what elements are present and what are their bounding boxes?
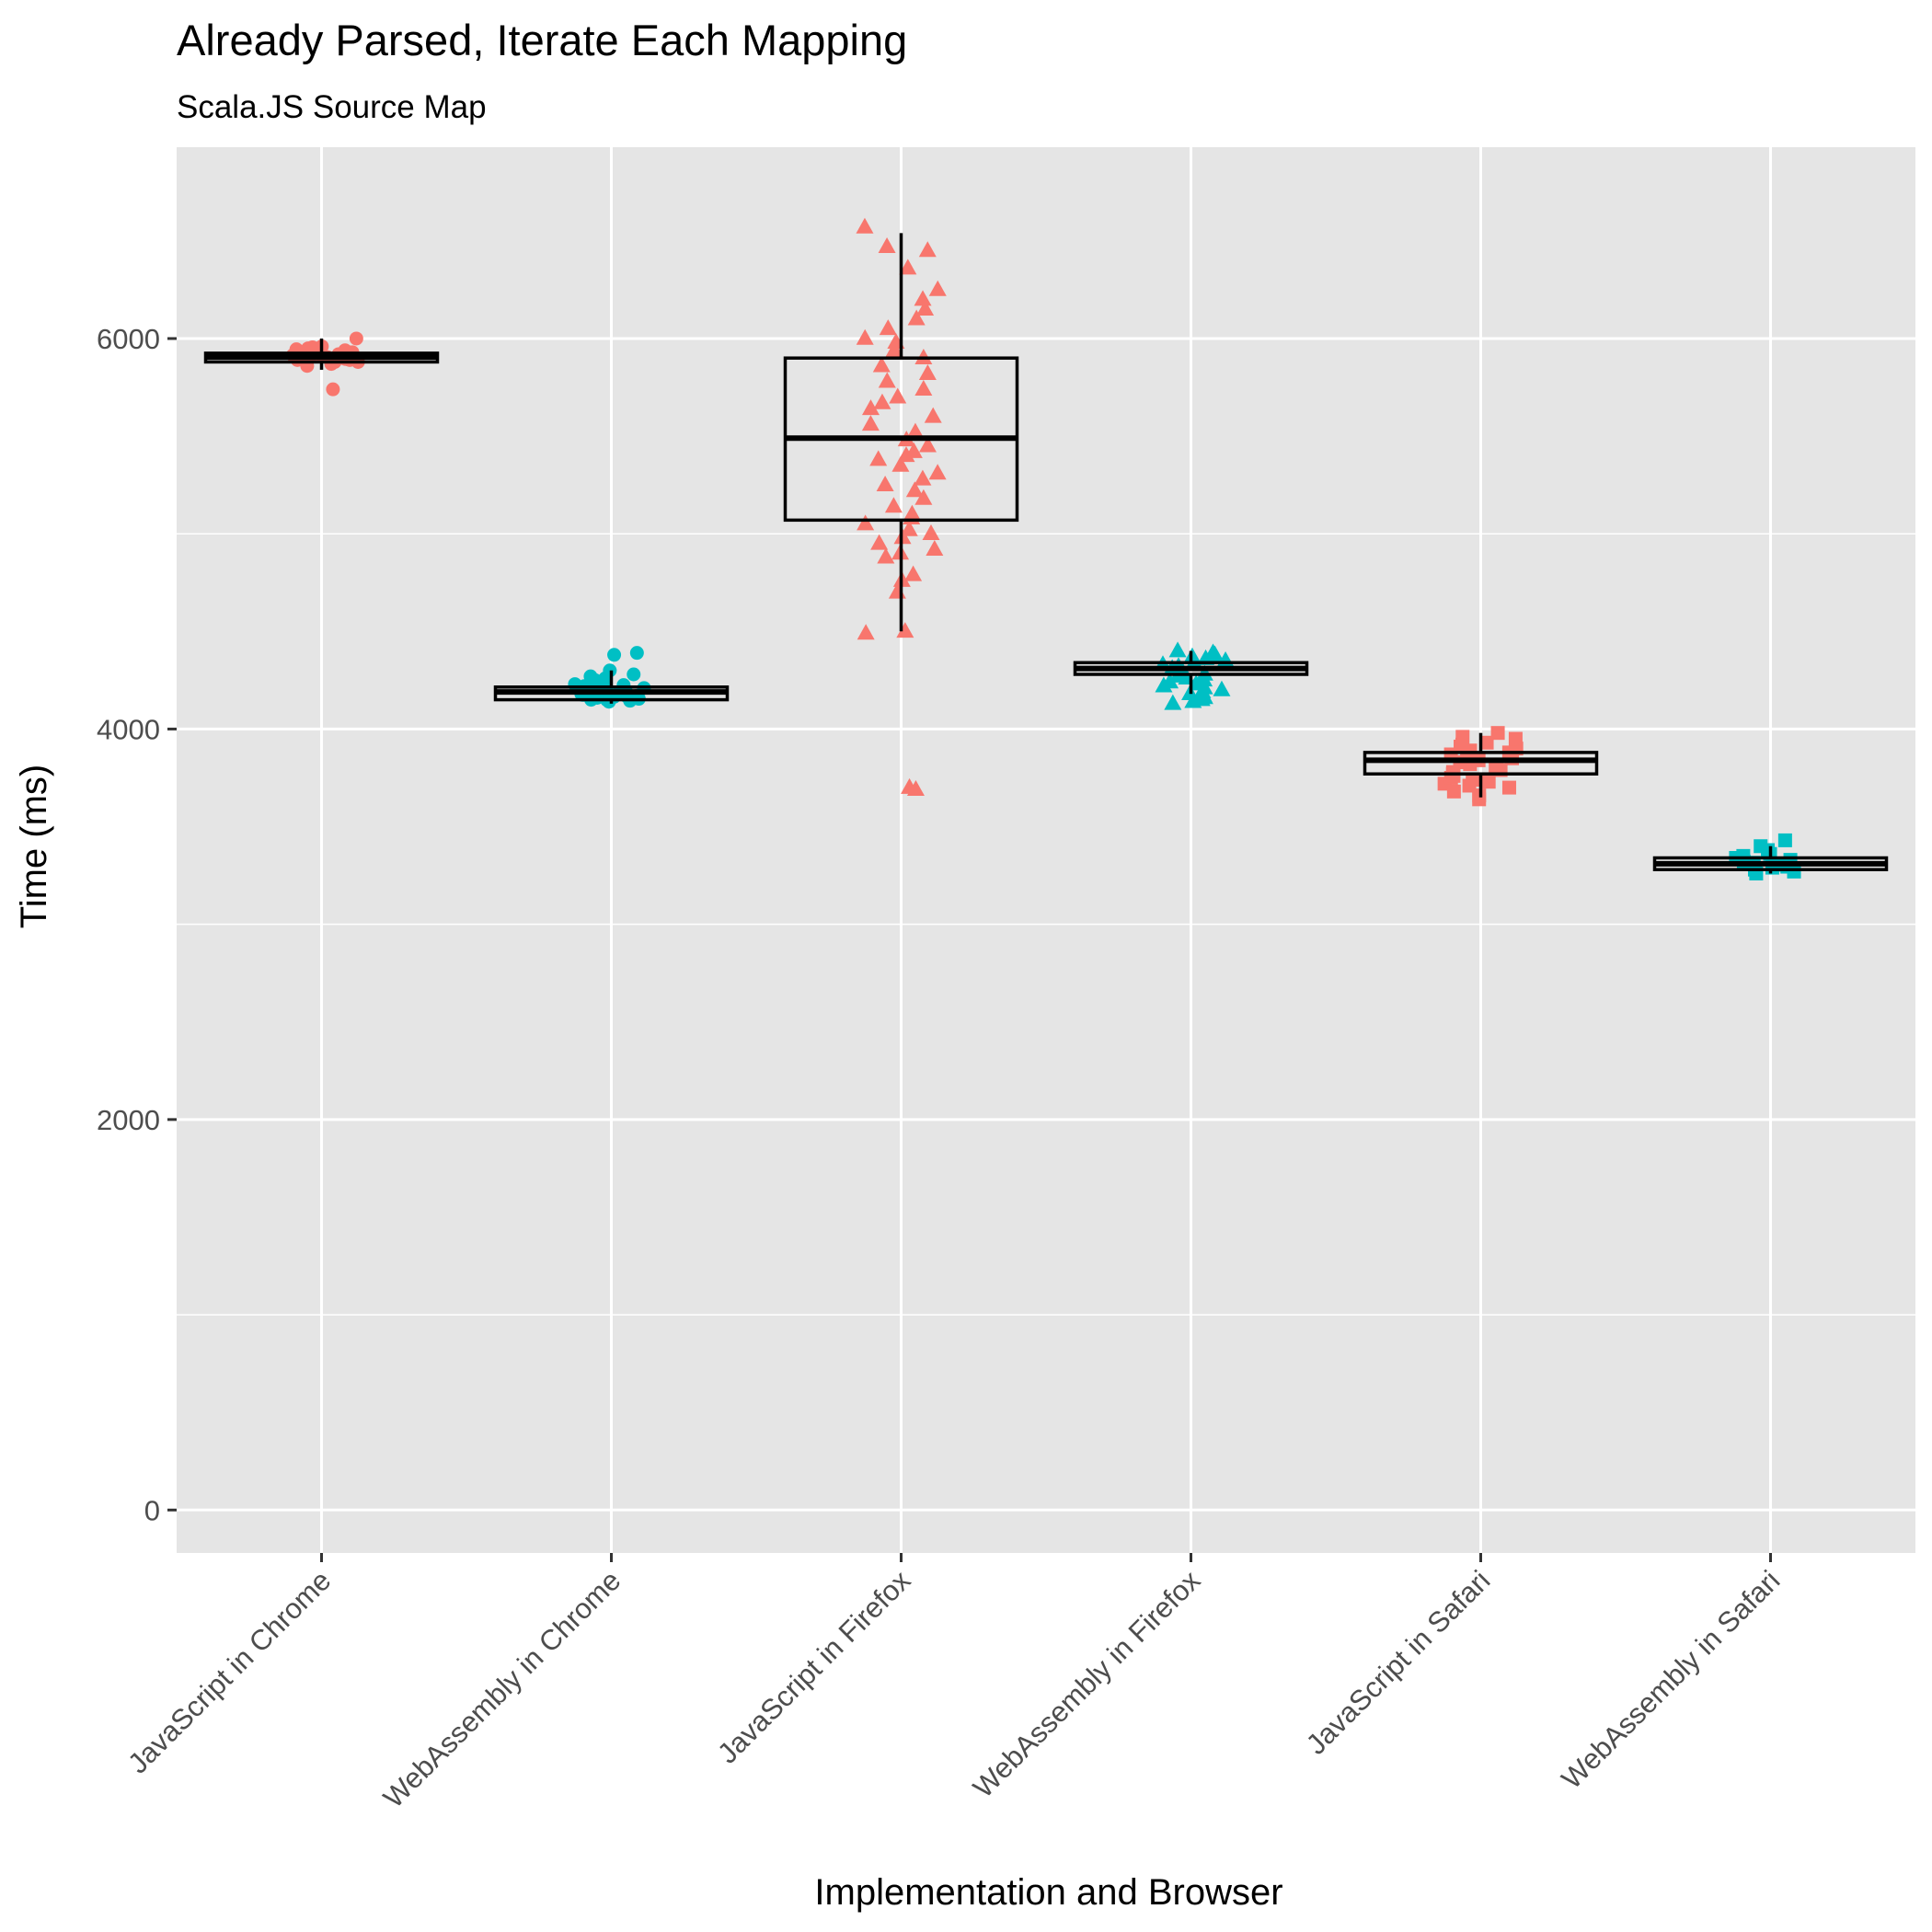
data-point xyxy=(918,436,937,453)
data-point xyxy=(1455,730,1470,744)
data-point xyxy=(916,299,935,316)
data-point xyxy=(1164,694,1182,710)
data-point xyxy=(914,379,933,396)
data-point xyxy=(1213,680,1231,696)
data-point xyxy=(906,422,925,439)
data-point xyxy=(896,622,914,638)
data-point xyxy=(907,309,926,326)
x-tick-label: JavaScript in Firefox xyxy=(711,1564,917,1770)
data-point xyxy=(928,280,947,296)
data-point xyxy=(879,319,897,336)
data-point xyxy=(1168,641,1187,658)
boxplot xyxy=(783,233,1019,632)
data-point xyxy=(326,382,340,397)
boxplot xyxy=(1652,845,1889,874)
boxplot xyxy=(493,670,730,704)
data-point xyxy=(1508,731,1523,746)
data-point xyxy=(891,455,910,472)
data-point xyxy=(1161,673,1179,689)
boxes-layer xyxy=(203,233,1889,874)
panel-background xyxy=(177,147,1915,1553)
data-point xyxy=(873,393,891,409)
data-point xyxy=(904,565,923,581)
data-point xyxy=(928,464,947,480)
plot-panel xyxy=(177,147,1915,1553)
data-point xyxy=(607,648,622,662)
chart-subtitle: Scala.JS Source Map xyxy=(177,89,487,125)
data-point xyxy=(899,259,917,275)
data-point xyxy=(878,237,896,254)
data-point xyxy=(1777,833,1792,847)
x-axis-title: Implementation and Browser xyxy=(814,1872,1282,1913)
data-point xyxy=(857,624,875,640)
data-point xyxy=(924,407,942,423)
data-point xyxy=(876,475,894,491)
chart-title: Already Parsed, Iterate Each Mapping xyxy=(177,16,907,64)
data-point xyxy=(627,667,641,682)
data-point xyxy=(583,669,598,684)
y-axis-title: Time (ms) xyxy=(14,765,54,928)
box-iqr xyxy=(1363,751,1599,776)
data-point xyxy=(1490,726,1505,741)
data-point xyxy=(1754,839,1768,854)
data-point xyxy=(918,363,937,380)
y-tick-label: 2000 xyxy=(97,1104,160,1136)
data-point xyxy=(629,646,644,661)
boxplot xyxy=(1073,650,1309,695)
grid-major xyxy=(177,147,1915,1553)
data-point xyxy=(926,539,944,556)
data-point xyxy=(878,372,896,388)
x-tick-label: WebAssembly in Chrome xyxy=(377,1564,627,1814)
data-point xyxy=(914,290,932,306)
data-point xyxy=(861,415,880,431)
data-point xyxy=(922,524,940,540)
data-point xyxy=(877,547,895,564)
data-point xyxy=(918,241,937,258)
grid-minor xyxy=(177,533,1915,1316)
y-tick-label: 6000 xyxy=(97,323,160,355)
y-axis: 0 2000 4000 6000 xyxy=(97,323,177,1526)
boxplot xyxy=(203,338,440,370)
data-point xyxy=(1204,643,1223,660)
data-point xyxy=(884,497,903,513)
data-point xyxy=(869,450,888,466)
data-point xyxy=(889,387,907,404)
data-point xyxy=(914,489,933,505)
data-point xyxy=(349,331,363,346)
x-tick-label: WebAssembly in Firefox xyxy=(967,1564,1207,1804)
data-point xyxy=(872,356,891,373)
x-axis: JavaScript in Chrome WebAssembly in Chrom… xyxy=(121,1553,1786,1814)
data-point xyxy=(1501,780,1516,795)
data-point xyxy=(870,534,889,550)
data-point xyxy=(906,780,925,797)
x-tick-label: JavaScript in Chrome xyxy=(121,1564,337,1779)
data-point xyxy=(1736,848,1751,863)
data-point xyxy=(861,399,880,416)
data-point xyxy=(856,328,874,345)
data-point xyxy=(905,481,924,498)
y-tick-label: 0 xyxy=(144,1494,160,1526)
y-tick-label: 4000 xyxy=(97,713,160,745)
boxplot xyxy=(1363,732,1599,798)
data-point xyxy=(914,469,932,486)
data-point xyxy=(900,520,918,536)
x-tick-label: JavaScript in Safari xyxy=(1300,1564,1497,1761)
data-point xyxy=(856,217,874,234)
data-point xyxy=(1466,773,1480,788)
x-tick-label: WebAssembly in Safari xyxy=(1556,1564,1787,1795)
data-point xyxy=(1481,775,1496,789)
data-point xyxy=(568,677,582,692)
data-point xyxy=(904,442,923,458)
data-point xyxy=(903,504,921,521)
data-point xyxy=(857,514,875,531)
data-point xyxy=(1479,735,1494,750)
